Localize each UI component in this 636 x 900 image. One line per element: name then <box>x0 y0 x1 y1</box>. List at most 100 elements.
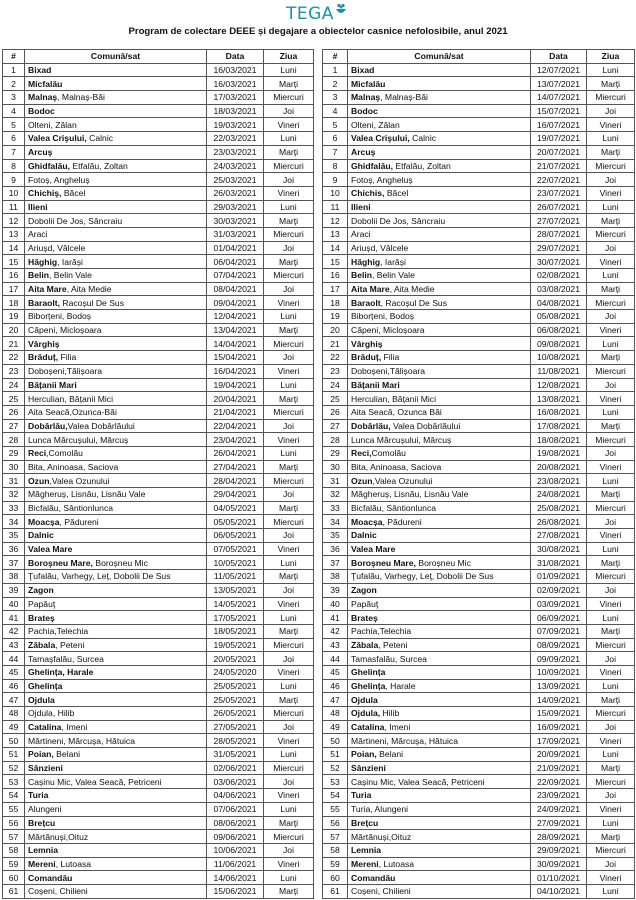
commune-villages: Aita Seacă,Ozunca-Băi <box>28 407 117 418</box>
weekday-cell: Luni <box>263 870 314 885</box>
commune-villages: Boroșneu Mic <box>415 557 471 568</box>
commune-villages: Lunca Mărcușului, Mărcuș <box>28 434 129 445</box>
commune-main: Aita Mare <box>28 284 67 295</box>
table-row: 16 Belin, Belin Vale 02/08/2021 Luni <box>322 268 635 283</box>
table-row: 9 Fotoș, Angheluș 22/07/2021 Joi <box>322 172 635 187</box>
date-cell: 26/05/2021 <box>206 706 264 721</box>
commune-cell: Căpeni, Micloșoara <box>24 322 207 338</box>
commune-main: Bodoc <box>28 106 55 117</box>
commune-villages: Doboșeni,Tălișoara <box>351 366 426 377</box>
date-cell: 16/07/2021 <box>530 117 587 133</box>
table-row: 5 Olteni, Zălan 16/07/2021 Vineri <box>322 117 635 133</box>
date-cell: 21/04/2021 <box>206 404 264 420</box>
table-row: 39 Zagon 13/05/2021 Joi <box>2 582 314 598</box>
date-cell: 24/08/2021 <box>530 487 587 502</box>
row-number: 26 <box>2 404 25 420</box>
date-cell: 15/09/2021 <box>530 706 587 721</box>
row-number: 20 <box>322 322 348 338</box>
table-row: 30 Bita, Aninoasa, Saciova 27/04/2021 Marți <box>2 459 314 475</box>
commune-main: Valea Mare <box>351 544 396 555</box>
commune-cell: Ozun,Valea Ozunului <box>347 473 531 488</box>
commune-cell: Bicfalău, Sântionlunca <box>347 500 531 516</box>
row-number: 59 <box>322 856 348 872</box>
weekday-cell: Miercuri <box>586 842 635 858</box>
weekday-cell: Marți <box>263 815 314 831</box>
row-number: 15 <box>2 254 25 269</box>
weekday-cell: Vineri <box>586 391 635 406</box>
weekday-cell: Vineri <box>263 363 314 379</box>
table-row: 34 Moacșa, Pădureni 05/05/2021 Miercuri <box>2 514 314 530</box>
date-cell: 28/04/2021 <box>206 473 264 488</box>
table-row: 6 Valea Crişului, Calnic 19/07/2021 Luni <box>322 131 635 146</box>
row-number: 52 <box>322 760 348 776</box>
table-row: 1 Bixad 16/03/2021 Luni <box>2 62 314 78</box>
commune-cell: Papăuţ <box>24 596 207 612</box>
table-row: 48 Ojdula, Hilib 26/05/2021 Miercuri <box>2 706 314 721</box>
commune-villages: Ariușd, Vâlcele <box>28 242 86 253</box>
commune-cell: Boroşneu Mare, Boroșneu Mic <box>347 555 531 571</box>
weekday-cell: Marți <box>263 213 314 228</box>
commune-cell: Bodoc <box>24 103 207 119</box>
weekday-cell: Marți <box>586 213 635 228</box>
weekday-cell: Luni <box>263 199 314 215</box>
commune-main: Aita Mare <box>351 284 390 295</box>
commune-cell: Măgheruș, Lisnău, Lisnău Vale <box>347 487 531 502</box>
commune-main: Malnaş <box>351 92 381 103</box>
row-number: 17 <box>2 281 25 297</box>
row-number: 51 <box>322 747 348 762</box>
weekday-cell: Vineri <box>586 254 635 269</box>
row-number: 20 <box>2 322 25 338</box>
commune-main: Brăduț, <box>351 352 382 363</box>
table-row: 22 Brăduț, Filia 10/08/2021 Marți <box>322 350 635 365</box>
row-number: 9 <box>2 172 25 187</box>
weekday-cell: Marți <box>586 350 635 365</box>
commune-villages: Etfalău, Zoltan <box>393 160 451 171</box>
commune-cell: Papăuţ <box>347 596 531 612</box>
commune-main: Sânzieni <box>28 763 63 774</box>
weekday-cell: Joi <box>586 377 635 393</box>
commune-cell: Poian, Belani <box>347 747 531 762</box>
commune-cell: Herculian, Bățanii Mici <box>24 391 207 406</box>
weekday-cell: Luni <box>263 309 314 324</box>
date-cell: 09/06/2021 <box>206 829 264 844</box>
table-row: 53 Cașinu Mic, Valea Seacă, Petriceni 03/0… <box>2 774 314 790</box>
table-row: 31 Ozun,Valea Ozunului 28/04/2021 Miercuri <box>2 473 314 488</box>
table-row: 12 Dobolii De Jos, Sâncraiu 30/03/2021 Marț… <box>2 213 314 228</box>
weekday-cell: Miercuri <box>263 226 314 242</box>
date-cell: 08/04/2021 <box>206 281 264 297</box>
commune-villages: Papăuţ <box>28 598 56 609</box>
date-cell: 30/07/2021 <box>530 254 587 269</box>
table-row: 15 Hăghig, Iarăși 06/04/2021 Marți <box>2 254 314 269</box>
commune-main: Zăbala <box>28 639 56 650</box>
weekday-cell: Luni <box>586 815 635 831</box>
commune-cell: Fotoș, Angheluș <box>24 172 207 187</box>
date-cell: 26/07/2021 <box>530 199 587 215</box>
table-row: 31 Ozun,Valea Ozunului 23/08/2021 Luni <box>322 473 635 488</box>
commune-villages: Boroșneu Mic <box>92 557 148 568</box>
commune-cell: Dobârlău, Valea Dobârlăului <box>347 418 531 434</box>
commune-villages: Araci <box>351 229 371 240</box>
table-row: 33 Bicfalău, Sântionlunca 04/05/2021 Marți <box>2 500 314 516</box>
table-row: 40 Papăuţ 14/05/2021 Vineri <box>2 596 314 612</box>
date-cell: 19/03/2021 <box>206 117 264 133</box>
date-cell: 30/03/2021 <box>206 213 264 228</box>
date-cell: 23/09/2021 <box>530 788 587 803</box>
row-number: 35 <box>2 528 25 543</box>
commune-cell: Aita Seacă,Ozunca-Băi <box>24 404 207 420</box>
commune-main: Zagon <box>351 585 377 596</box>
table-row: 50 Mărtineni, Mărcușa, Hătuica 17/09/2021 V… <box>322 733 635 749</box>
table-row: 29 Reci,Comolău 26/04/2021 Luni <box>2 445 314 461</box>
date-cell: 28/05/2021 <box>206 733 264 749</box>
table-row: 43 Zăbala, Peteni 08/09/2021 Miercuri <box>322 637 635 653</box>
date-cell: 14/04/2021 <box>206 336 264 352</box>
commune-villages: , Imeni <box>61 722 88 733</box>
weekday-cell: Luni <box>586 610 635 625</box>
commune-main: Ghidfalău, <box>28 160 71 171</box>
commune-cell: Brețcu <box>24 815 207 831</box>
table-row: 20 Căpeni, Micloșoara 06/08/2021 Vineri <box>322 322 635 338</box>
commune-main: Chichis, <box>351 188 385 199</box>
commune-cell: Mărtineni, Mărcușa, Hătuica <box>347 733 531 749</box>
commune-cell: Mărtănuși,Oituz <box>24 829 207 844</box>
date-cell: 06/09/2021 <box>530 610 587 625</box>
commune-main: Bățanii Mari <box>351 379 400 390</box>
